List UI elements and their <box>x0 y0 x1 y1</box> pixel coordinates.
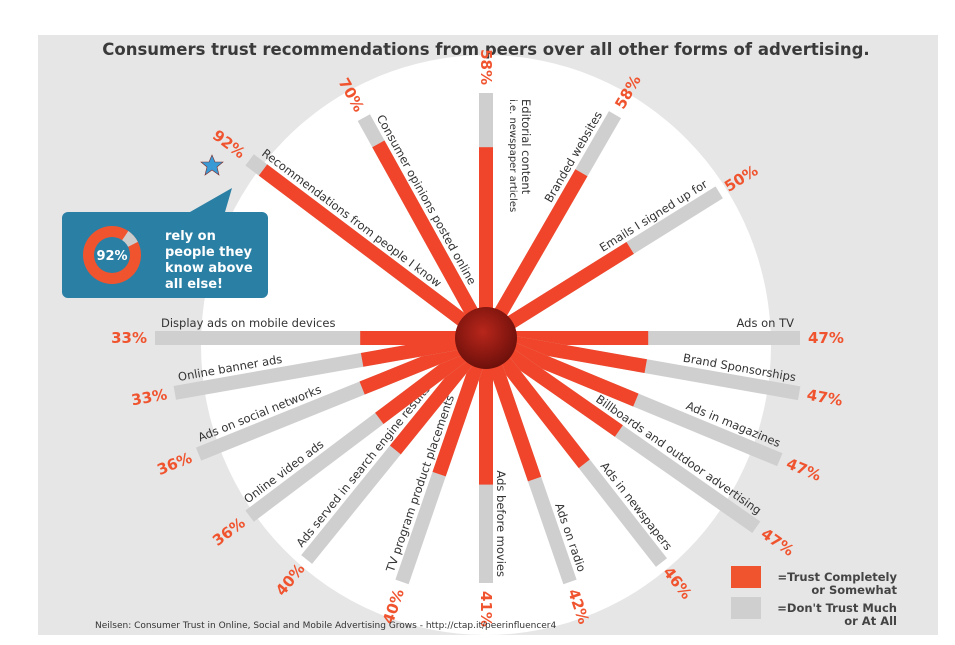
value-label: 58% <box>477 49 495 85</box>
spoke <box>481 332 761 534</box>
category-label: Display ads on mobile devices <box>161 316 335 330</box>
spoke <box>482 186 723 344</box>
value-label: 33% <box>130 385 168 409</box>
callout-line-2: people they <box>165 245 252 260</box>
spoke <box>479 335 577 585</box>
bar-trust <box>432 335 493 477</box>
bar-trust <box>480 333 590 469</box>
category-label: Ads on TV <box>737 316 795 330</box>
category-label: Ads before movies <box>494 470 508 577</box>
spoke <box>483 331 783 467</box>
bar-trust <box>481 332 623 437</box>
value-label: 33% <box>111 329 147 347</box>
bar-trust <box>479 335 542 482</box>
value-label: 41% <box>477 591 495 627</box>
spoke <box>245 154 491 344</box>
star-icon <box>200 154 224 176</box>
callout-line-1: rely on <box>165 229 216 244</box>
callout-line-4: all else! <box>165 277 223 292</box>
footnote: Neilsen: Consumer Trust in Online, Socia… <box>95 621 557 631</box>
bar-trust <box>479 338 493 485</box>
spoke <box>301 333 492 564</box>
callout-value: 92% <box>96 249 127 264</box>
bar-trust <box>372 140 493 342</box>
bar-trust <box>484 331 647 374</box>
callout-line-3: know above <box>165 261 253 276</box>
legend-distrust-1: =Don't Trust Much <box>777 601 897 615</box>
legend-trust-2: or Somewhat <box>811 583 897 597</box>
legend: =Trust Completely or Somewhat =Don't Tru… <box>731 566 898 628</box>
category-sublabel: i.e. newspaper articles <box>507 99 518 212</box>
callout: 92% rely on people they know above all e… <box>62 188 268 298</box>
value-label: 47% <box>805 386 843 410</box>
spoke <box>479 338 493 583</box>
legend-distrust-2: or At All <box>844 614 897 628</box>
spoke <box>155 331 486 345</box>
value-label: 47% <box>808 329 844 347</box>
spoke <box>479 111 622 342</box>
bar-trust <box>258 164 491 344</box>
spoke <box>479 93 493 338</box>
legend-swatch-trust <box>731 566 761 588</box>
legend-trust-1: =Trust Completely <box>778 570 898 584</box>
spoke <box>484 331 801 401</box>
bar-trust <box>389 333 492 455</box>
bar-trust <box>482 241 634 344</box>
chart-title: Consumers trust recommendations from pee… <box>102 40 869 59</box>
category-label: Editorial content <box>519 99 533 195</box>
bar-trust <box>479 147 493 338</box>
legend-swatch-distrust <box>731 597 761 619</box>
spoke <box>395 335 493 585</box>
spoke <box>480 333 667 567</box>
spoke <box>357 114 493 342</box>
bar-trust <box>360 331 486 345</box>
bar-trust <box>483 331 639 407</box>
bar-trust <box>479 169 588 342</box>
center-hub <box>455 307 517 369</box>
